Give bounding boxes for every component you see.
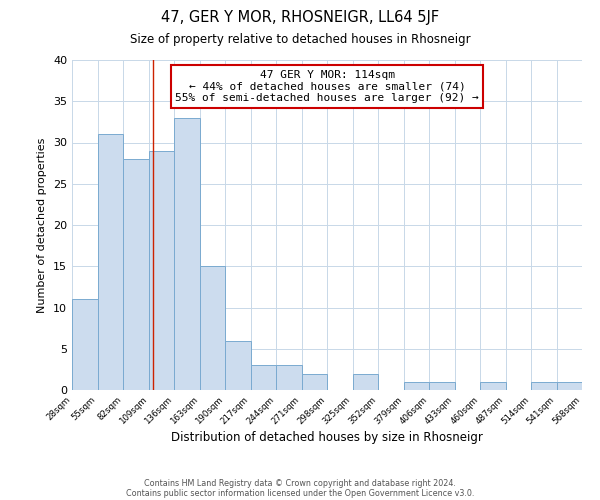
Y-axis label: Number of detached properties: Number of detached properties [37,138,47,312]
Bar [276,365,302,390]
Bar [429,382,455,390]
X-axis label: Distribution of detached houses by size in Rhosneigr: Distribution of detached houses by size … [171,432,483,444]
Bar [480,382,505,390]
Bar [174,118,199,390]
Text: Contains HM Land Registry data © Crown copyright and database right 2024.: Contains HM Land Registry data © Crown c… [144,478,456,488]
Bar [199,266,225,390]
Bar [251,365,276,390]
Bar [225,340,251,390]
Text: Contains public sector information licensed under the Open Government Licence v3: Contains public sector information licen… [126,488,474,498]
Bar [97,134,123,390]
Bar [404,382,429,390]
Bar [302,374,327,390]
Bar [72,299,97,390]
Bar [123,159,149,390]
Text: 47, GER Y MOR, RHOSNEIGR, LL64 5JF: 47, GER Y MOR, RHOSNEIGR, LL64 5JF [161,10,439,25]
Bar [149,151,174,390]
Text: Size of property relative to detached houses in Rhosneigr: Size of property relative to detached ho… [130,32,470,46]
Text: 47 GER Y MOR: 114sqm
← 44% of detached houses are smaller (74)
55% of semi-detac: 47 GER Y MOR: 114sqm ← 44% of detached h… [175,70,479,103]
Bar [557,382,582,390]
Bar [531,382,557,390]
Bar [353,374,378,390]
